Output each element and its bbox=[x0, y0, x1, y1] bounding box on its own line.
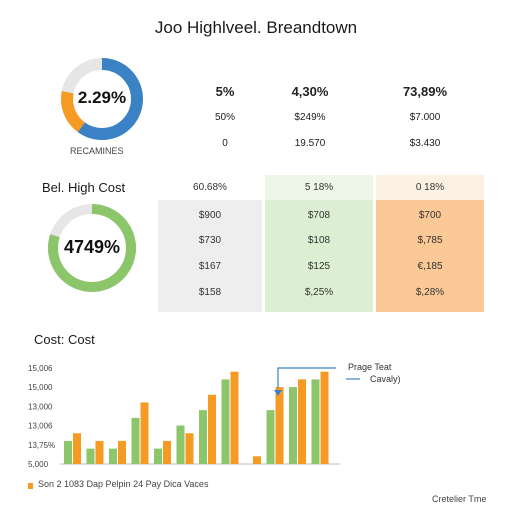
bar-series2-11 bbox=[298, 379, 306, 464]
cost-header-3: 0 18% bbox=[415, 182, 445, 193]
y-tick-label: 15,000 bbox=[28, 383, 53, 392]
kpi-col2-row1: 4,30% bbox=[291, 84, 329, 99]
bar-series1-10 bbox=[266, 410, 275, 464]
cost-donut-value: 4749% bbox=[63, 237, 121, 257]
cost-donut-arc bbox=[48, 204, 136, 292]
bar-series1-2 bbox=[86, 448, 95, 464]
kpi-col1-row1: 5% bbox=[215, 84, 235, 99]
kpi-col2-row2: $249% bbox=[294, 112, 326, 123]
cost-r1-c3: $700 bbox=[418, 210, 442, 221]
cost-r4-c2: $,25% bbox=[304, 287, 334, 298]
cost-section-title: Bel. High Cost bbox=[42, 180, 126, 195]
annotation-line1: Prage Teat bbox=[348, 362, 392, 372]
bar-series2-6 bbox=[185, 433, 194, 464]
footer-label: Cretelier Tme bbox=[432, 494, 487, 504]
cost-r3-c1: $167 bbox=[198, 261, 222, 272]
y-tick-label: 15,006 bbox=[28, 364, 53, 373]
bar-series2-10 bbox=[275, 387, 284, 464]
y-tick-label: 5,000 bbox=[28, 460, 49, 469]
bar-series2-12 bbox=[320, 371, 329, 464]
bar-series2-4 bbox=[140, 402, 149, 464]
cost-col3-header-bg bbox=[376, 175, 484, 200]
bar-series2-1 bbox=[73, 433, 81, 464]
bar-series2-2 bbox=[95, 440, 104, 464]
top-donut-arc-orange bbox=[61, 58, 143, 140]
bar-chart: 15,006 15,000 13,000 13,006 13,75% 5,000 Prag… bbox=[28, 362, 401, 469]
kpi-col2-row3: 19.570 bbox=[294, 138, 326, 149]
cost-r2-c2: $108 bbox=[307, 235, 331, 246]
bar-series2-9 bbox=[253, 456, 261, 464]
legend-text: Son 2 1083 Dap Pelpin 24 Pay Dica Vaces bbox=[38, 479, 209, 489]
annotation-arrowhead bbox=[274, 390, 282, 396]
cost-r4-c3: $,28% bbox=[415, 287, 445, 298]
top-donut-chart bbox=[61, 58, 143, 140]
bar-chart-title: Cost: Cost bbox=[34, 332, 95, 347]
cost-donut-chart bbox=[48, 204, 136, 292]
cost-r4-c1: $158 bbox=[198, 287, 222, 298]
bar-chart-annotation bbox=[274, 367, 360, 396]
bar-series1-7 bbox=[199, 410, 207, 464]
kpi-col3-row3: $3.430 bbox=[409, 138, 441, 149]
cost-r3-c3: €,185 bbox=[417, 261, 443, 272]
top-donut-arc-blue bbox=[61, 58, 143, 140]
page-title: Joo Highlveel. Breandtown bbox=[154, 18, 358, 37]
bar-series1-4 bbox=[131, 417, 140, 464]
cost-r1-c2: $708 bbox=[307, 210, 331, 221]
cost-header-2: 5 18% bbox=[304, 182, 334, 193]
y-tick-label: 13,006 bbox=[28, 422, 53, 431]
cost-col1-bg bbox=[158, 200, 262, 312]
y-tick-label: 13,000 bbox=[28, 402, 53, 411]
annotation-arrow bbox=[277, 367, 336, 388]
bar-series2-3 bbox=[118, 440, 126, 464]
kpi-col3-row2: $7.000 bbox=[409, 112, 441, 123]
bar-series1-1 bbox=[64, 440, 72, 464]
bar-series1-12 bbox=[311, 379, 320, 464]
annotation-line2: Cavaly) bbox=[370, 374, 401, 384]
cost-header-1: 60.68% bbox=[193, 182, 227, 193]
bar-series2-7 bbox=[208, 394, 216, 464]
cost-r2-c1: $730 bbox=[198, 235, 222, 246]
bar-series1-11 bbox=[289, 387, 297, 464]
kpi-col1-row3: 0 bbox=[222, 138, 228, 149]
bar-series2-5 bbox=[163, 440, 171, 464]
top-donut-value: 2.29% bbox=[77, 88, 127, 107]
kpi-col1-row2: 50% bbox=[214, 112, 235, 123]
bar-series1-6 bbox=[176, 425, 185, 464]
bar-series1-3 bbox=[109, 448, 117, 464]
cost-r2-c3: $,785 bbox=[417, 235, 443, 246]
cost-r1-c1: $900 bbox=[198, 210, 222, 221]
top-donut-caption: RECAMINES bbox=[70, 146, 124, 156]
y-tick-label: 13,75% bbox=[28, 441, 55, 450]
cost-col2-header-bg bbox=[265, 175, 373, 200]
cost-r3-c2: $125 bbox=[307, 261, 331, 272]
legend-swatch bbox=[28, 483, 33, 489]
bar-series1-8 bbox=[221, 379, 230, 464]
bar-series2-8 bbox=[230, 371, 239, 464]
bar-series1-5 bbox=[154, 448, 162, 464]
bar-chart-bars bbox=[64, 371, 329, 464]
kpi-col3-row1: 73,89% bbox=[402, 84, 448, 99]
bar-chart-y-ticks: 15,006 15,000 13,000 13,006 13,75% 5,000 bbox=[28, 364, 55, 469]
